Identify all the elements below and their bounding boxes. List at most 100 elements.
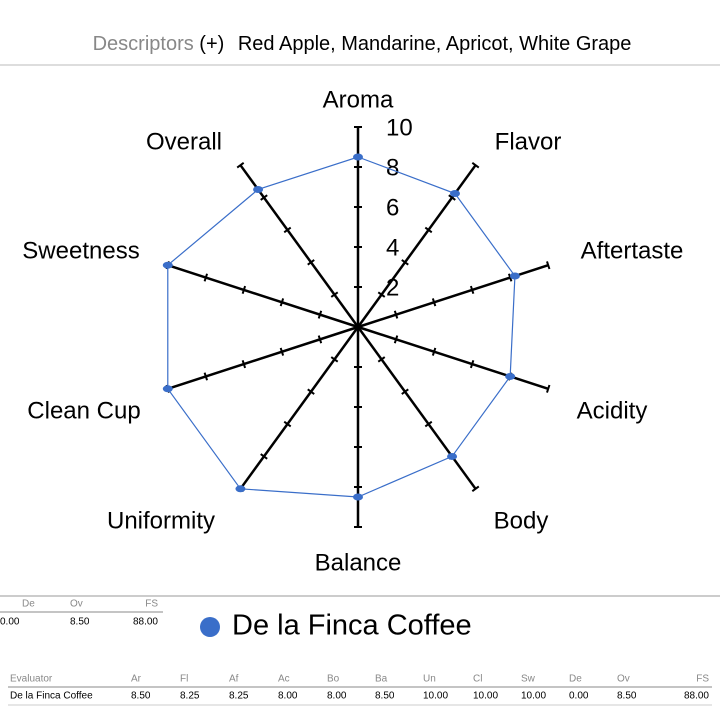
table-cell: 10.00 [423, 691, 448, 702]
table-header: Ov [617, 674, 630, 685]
tables: De Ov FS 0.00 8.50 88.00 Evaluator Ar Fl Af Ac Bo Ba… [0, 599, 712, 706]
axis-label: Aroma [323, 86, 394, 113]
r-tick-label: 4 [386, 234, 399, 261]
descriptors-label: Descriptors [93, 33, 194, 55]
table-cell: 8.00 [327, 691, 347, 702]
r-tick-label: 2 [386, 274, 399, 301]
tick-mark [507, 273, 513, 282]
r-tick-label: 10 [386, 114, 413, 141]
table-header: Evaluator [10, 674, 53, 685]
axis-label: Aftertaste [581, 237, 684, 264]
axis-line [239, 326, 360, 490]
data-point [353, 493, 363, 501]
axis-label: Uniformity [107, 507, 215, 534]
tick-mark [469, 285, 475, 295]
axis-label: Sweetness [22, 237, 139, 264]
r-tick-label: 8 [386, 154, 399, 181]
data-point [505, 372, 516, 380]
table-header: Ba [375, 674, 388, 685]
tick-mark [241, 285, 247, 295]
axis-line [356, 164, 477, 328]
tick-mark [546, 261, 551, 270]
tick-mark [424, 226, 433, 234]
table-cell: 0.00 [569, 691, 589, 702]
axis-label: Body [494, 507, 549, 534]
tick-mark [236, 162, 245, 169]
table-cell: 8.50 [375, 691, 395, 702]
axis-line [357, 325, 549, 390]
table-cell: 8.50 [617, 691, 637, 702]
tick-mark [377, 291, 386, 298]
data-point [235, 485, 246, 493]
data-point [353, 153, 363, 161]
data-point [162, 385, 173, 393]
tick-mark [401, 259, 409, 266]
table-header: Bo [327, 674, 340, 685]
tick-mark [260, 453, 268, 460]
table-header: Fl [180, 674, 188, 685]
summary-cell: 88.00 [133, 617, 158, 628]
table-cell: 88.00 [684, 691, 709, 702]
axis-label: Clean Cup [27, 397, 140, 424]
tick-mark [279, 347, 285, 356]
tick-mark [241, 359, 247, 369]
summary-header: FS [145, 599, 158, 610]
legend-swatch [200, 617, 220, 637]
table-cell: 8.25 [180, 691, 200, 702]
tick-mark [393, 335, 399, 344]
table-header: Ar [131, 674, 142, 685]
axis-label: Acidity [577, 397, 648, 424]
data-point [449, 190, 460, 198]
tick-mark [279, 298, 285, 307]
tick-mark [424, 420, 433, 428]
table-header: FS [696, 674, 709, 685]
table-header: Sw [521, 674, 536, 685]
legend: De la Finca Coffee [200, 610, 472, 642]
tick-mark [393, 310, 399, 319]
tick-mark [317, 335, 323, 344]
tick-mark [471, 162, 480, 169]
table-cell: 10.00 [473, 691, 498, 702]
data-point [162, 261, 173, 269]
summary-header: De [22, 599, 35, 610]
tick-mark [307, 388, 315, 395]
table-header: Ac [278, 674, 290, 685]
tick-mark [431, 347, 437, 356]
axis-line [356, 326, 477, 490]
descriptors-toggle[interactable]: (+) [199, 33, 224, 55]
table-cell: 8.50 [131, 691, 151, 702]
table-header: Un [423, 674, 436, 685]
series-outline [167, 156, 516, 498]
tick-mark [401, 388, 409, 395]
tick-mark [203, 372, 209, 381]
axis-line [167, 264, 359, 329]
axis-label: Overall [146, 128, 222, 155]
table-cell: 8.25 [229, 691, 249, 702]
axis-label: Flavor [495, 128, 562, 155]
data-point [253, 185, 264, 193]
table-header: De [569, 674, 582, 685]
data-point [509, 272, 520, 280]
descriptors-list: Red Apple, Mandarine, Apricot, White Gra… [238, 33, 632, 55]
tick-mark [377, 356, 386, 363]
table-header: Af [229, 674, 239, 685]
summary-header: Ov [70, 599, 83, 610]
tick-mark [203, 273, 209, 282]
axis-label: Balance [315, 549, 402, 576]
tick-mark [330, 291, 339, 298]
axis-line [167, 325, 359, 390]
summary-cell: 0.00 [0, 617, 20, 628]
tick-mark [330, 356, 339, 363]
table-cell: 10.00 [521, 691, 546, 702]
tick-mark [546, 384, 551, 393]
tick-mark [448, 194, 456, 201]
table-cell: De la Finca Coffee [10, 691, 93, 702]
summary-cell: 8.50 [70, 617, 90, 628]
tick-mark [431, 298, 437, 307]
r-tick-label: 6 [386, 194, 399, 221]
tick-mark [260, 194, 268, 201]
descriptors-header: Descriptors (+) Red Apple, Mandarine, Ap… [93, 33, 632, 55]
